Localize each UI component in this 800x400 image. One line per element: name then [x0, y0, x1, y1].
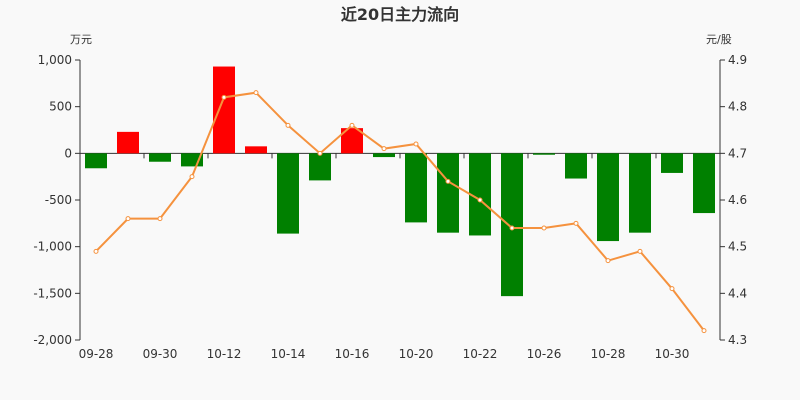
flow-bar — [213, 66, 235, 154]
flow-bar — [565, 153, 587, 179]
price-line-series — [93, 90, 707, 334]
flow-bar — [405, 153, 427, 223]
x-tick-label: 10-20 — [399, 347, 434, 361]
price-point — [189, 174, 195, 180]
x-tick-label: 10-22 — [463, 347, 498, 361]
flow-bar — [149, 153, 171, 162]
x-tick-label: 09-28 — [79, 347, 114, 361]
price-point — [701, 328, 707, 334]
x-tick-label: 10-12 — [207, 347, 242, 361]
right-tick-label: 4.4 — [728, 286, 747, 300]
price-point — [413, 141, 419, 147]
price-line — [95, 91, 705, 332]
right-tick-label: 4.8 — [728, 100, 747, 114]
flow-bar — [117, 131, 139, 154]
price-point — [253, 90, 259, 96]
right-tick-label: 4.3 — [728, 333, 747, 347]
price-point — [349, 122, 355, 128]
chart-title: 近20日主力流向 — [341, 5, 459, 24]
price-point — [157, 216, 163, 222]
flow-bar — [245, 146, 267, 154]
right-tick-label: 4.5 — [728, 240, 747, 254]
price-point — [125, 216, 131, 222]
price-point — [669, 286, 675, 292]
price-point — [381, 146, 387, 152]
left-tick-label: -500 — [45, 193, 72, 207]
bar-series — [85, 66, 715, 297]
x-tick-label: 10-16 — [335, 347, 370, 361]
flow-bar — [501, 153, 523, 297]
left-tick-label: -1,000 — [33, 240, 72, 254]
right-tick-label: 4.6 — [728, 193, 747, 207]
flow-bar — [85, 153, 107, 169]
left-tick-label: -2,000 — [33, 333, 72, 347]
flow-bar — [469, 153, 491, 236]
x-tick-label: 10-30 — [655, 347, 690, 361]
flow-bar — [693, 153, 715, 214]
axes-layer — [75, 59, 725, 341]
left-axis-unit: 万元 — [70, 33, 92, 46]
flow-bar — [437, 153, 459, 233]
flow-bar — [373, 153, 395, 158]
flow-bar — [661, 153, 683, 173]
flow-bar — [309, 153, 331, 181]
x-tick-label: 10-14 — [271, 347, 306, 361]
x-tick-label: 09-30 — [143, 347, 178, 361]
left-tick-label: 1,000 — [38, 53, 72, 67]
flow-bar — [597, 153, 619, 242]
flow-bar — [277, 153, 299, 234]
price-point — [509, 225, 515, 231]
left-tick-label: -1,500 — [33, 286, 72, 300]
price-point — [317, 150, 323, 156]
price-point — [477, 197, 483, 203]
left-tick-label: 0 — [64, 146, 72, 160]
x-tick-label: 10-28 — [591, 347, 626, 361]
price-point — [637, 248, 643, 254]
left-tick-label: 500 — [49, 100, 72, 114]
right-tick-label: 4.9 — [728, 53, 747, 67]
price-point — [93, 248, 99, 254]
right-tick-label: 4.7 — [728, 146, 747, 160]
price-point — [445, 178, 451, 184]
price-point — [573, 220, 579, 226]
right-axis-unit: 元/股 — [706, 33, 732, 46]
flow-bar — [629, 153, 651, 233]
price-point — [221, 94, 227, 100]
x-tick-label: 10-26 — [527, 347, 562, 361]
tick-labels: 1,000 500 0 -500 -1,000 -1,500 -2,000 4.9 4.8 4.7… — [33, 53, 747, 361]
price-point — [541, 225, 547, 231]
flow-bar — [533, 153, 555, 155]
flow-bar — [341, 128, 363, 154]
price-point — [285, 122, 291, 128]
price-point — [605, 258, 611, 264]
